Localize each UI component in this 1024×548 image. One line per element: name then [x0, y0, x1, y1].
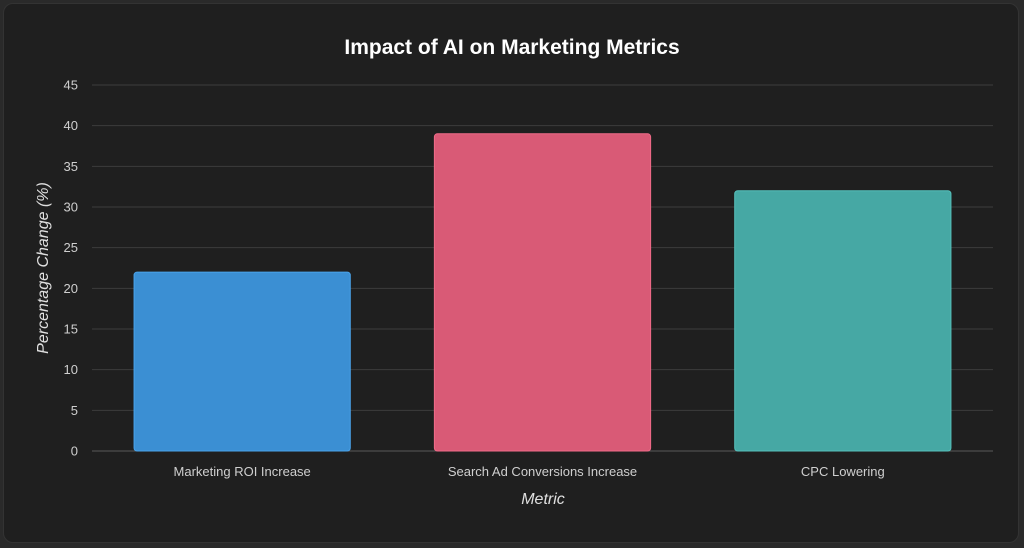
y-tick-label: 15: [64, 322, 78, 337]
y-axis-ticks: 0 5 10 15 20 25 30 35 40 45: [64, 78, 78, 459]
bars: [133, 133, 952, 452]
x-tick-label: CPC Lowering: [801, 464, 885, 479]
y-tick-label: 30: [64, 200, 78, 215]
bar-2[interactable]: [433, 133, 652, 452]
bar-3[interactable]: [734, 190, 952, 452]
y-axis-label: Percentage Change (%): [35, 182, 52, 354]
y-tick-label: 25: [64, 240, 78, 255]
y-tick-label: 40: [64, 118, 78, 133]
y-tick-label: 10: [64, 362, 78, 377]
y-tick-label: 5: [71, 403, 78, 418]
y-tick-label: 35: [64, 159, 78, 174]
x-tick-label: Search Ad Conversions Increase: [448, 464, 637, 479]
x-tick-label: Marketing ROI Increase: [174, 464, 311, 479]
y-tick-label: 45: [64, 78, 78, 93]
x-axis-ticks: Marketing ROI Increase Search Ad Conversi…: [174, 464, 885, 479]
y-tick-label: 20: [64, 281, 78, 296]
chart-title: Impact of AI on Marketing Metrics: [344, 36, 679, 59]
y-tick-label: 0: [71, 444, 78, 459]
x-axis-label: Metric: [521, 491, 565, 508]
bar-1[interactable]: [133, 271, 351, 452]
